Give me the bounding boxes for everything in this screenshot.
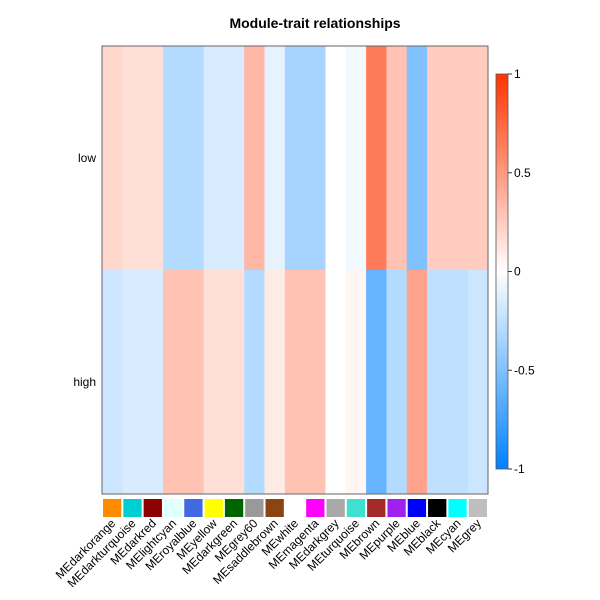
module-color-swatch xyxy=(245,499,264,517)
module-color-swatch xyxy=(204,499,223,517)
module-color-swatch xyxy=(143,499,162,517)
heatmap-cell xyxy=(264,46,286,271)
heatmap-cell xyxy=(386,46,408,271)
module-color-swatch xyxy=(163,499,183,517)
heatmap-cell xyxy=(305,270,326,495)
module-color-swatch xyxy=(184,499,203,517)
heatmap-cell xyxy=(284,270,306,495)
row-label: high xyxy=(73,375,96,389)
heatmap-cell xyxy=(244,270,266,495)
legend-tick-label: -1 xyxy=(514,462,525,476)
heatmap-cell xyxy=(447,46,469,271)
legend-tick-label: -0.5 xyxy=(514,363,535,377)
heatmap-cell xyxy=(162,270,184,495)
module-color-swatch xyxy=(103,499,122,517)
legend-ticks: 1 0.5 0 -0.5 -1 xyxy=(508,67,535,476)
row-labels: low high xyxy=(73,151,96,389)
heatmap-cell xyxy=(223,46,245,271)
heatmap-cell xyxy=(102,46,123,271)
heatmap-cell xyxy=(366,270,387,495)
heatmap-cell xyxy=(102,270,123,495)
module-color-swatch xyxy=(326,499,345,517)
heatmap-cell xyxy=(427,270,448,495)
legend-tick-label: 0.5 xyxy=(514,166,531,180)
heatmap-cell xyxy=(345,270,367,495)
heatmap-cell xyxy=(203,270,225,495)
column-labels: MEdarkorangeMEdarkturquoiseMEdarkredMEli… xyxy=(53,516,484,591)
module-color-swatch xyxy=(265,499,284,517)
heatmap-cell xyxy=(386,270,408,495)
heatmap-border xyxy=(101,45,489,495)
heatmap-cell xyxy=(142,46,164,271)
heatmap-cell xyxy=(122,270,144,495)
module-color-swatch xyxy=(407,499,427,517)
module-color-swatch xyxy=(468,499,487,517)
heatmap-cell xyxy=(203,46,225,271)
module-color-swatch xyxy=(428,499,447,517)
module-color-swatch xyxy=(387,499,406,517)
heatmap-cell xyxy=(467,270,489,495)
heatmap-cell xyxy=(122,46,144,271)
module-color-strip xyxy=(103,499,487,517)
heatmap-cell xyxy=(162,46,184,271)
module-color-swatch xyxy=(306,499,325,517)
module-color-swatch xyxy=(346,499,366,517)
heatmap-cell xyxy=(183,46,205,271)
heatmap-cell xyxy=(284,46,306,271)
heatmap-cell xyxy=(427,46,448,271)
heatmap-cell xyxy=(325,270,347,495)
module-color-swatch xyxy=(367,499,386,517)
heatmap-cell xyxy=(305,46,326,271)
chart-title: Module-trait relationships xyxy=(229,15,400,31)
heatmap-cell xyxy=(406,270,428,495)
heatmap-cell xyxy=(223,270,245,495)
legend-tick-label: 1 xyxy=(514,67,521,81)
module-color-swatch xyxy=(224,499,244,517)
row-label: low xyxy=(78,151,96,165)
color-legend-bar xyxy=(495,73,509,470)
heatmap-cell xyxy=(447,270,469,495)
heatmap-cell xyxy=(325,46,347,271)
module-color-swatch xyxy=(285,499,305,517)
legend-tick-label: 0 xyxy=(514,265,521,279)
heatmap-cell xyxy=(264,270,286,495)
heatmap-cell xyxy=(406,46,428,271)
heatmap-cells xyxy=(102,46,489,495)
heatmap-cell xyxy=(345,46,367,271)
heatmap-cell xyxy=(366,46,387,271)
heatmap-cell xyxy=(467,46,489,271)
heatmap-cell xyxy=(183,270,205,495)
heatmap-cell xyxy=(244,46,266,271)
module-color-swatch xyxy=(448,499,467,517)
heatmap-cell xyxy=(142,270,164,495)
module-color-swatch xyxy=(123,499,142,517)
